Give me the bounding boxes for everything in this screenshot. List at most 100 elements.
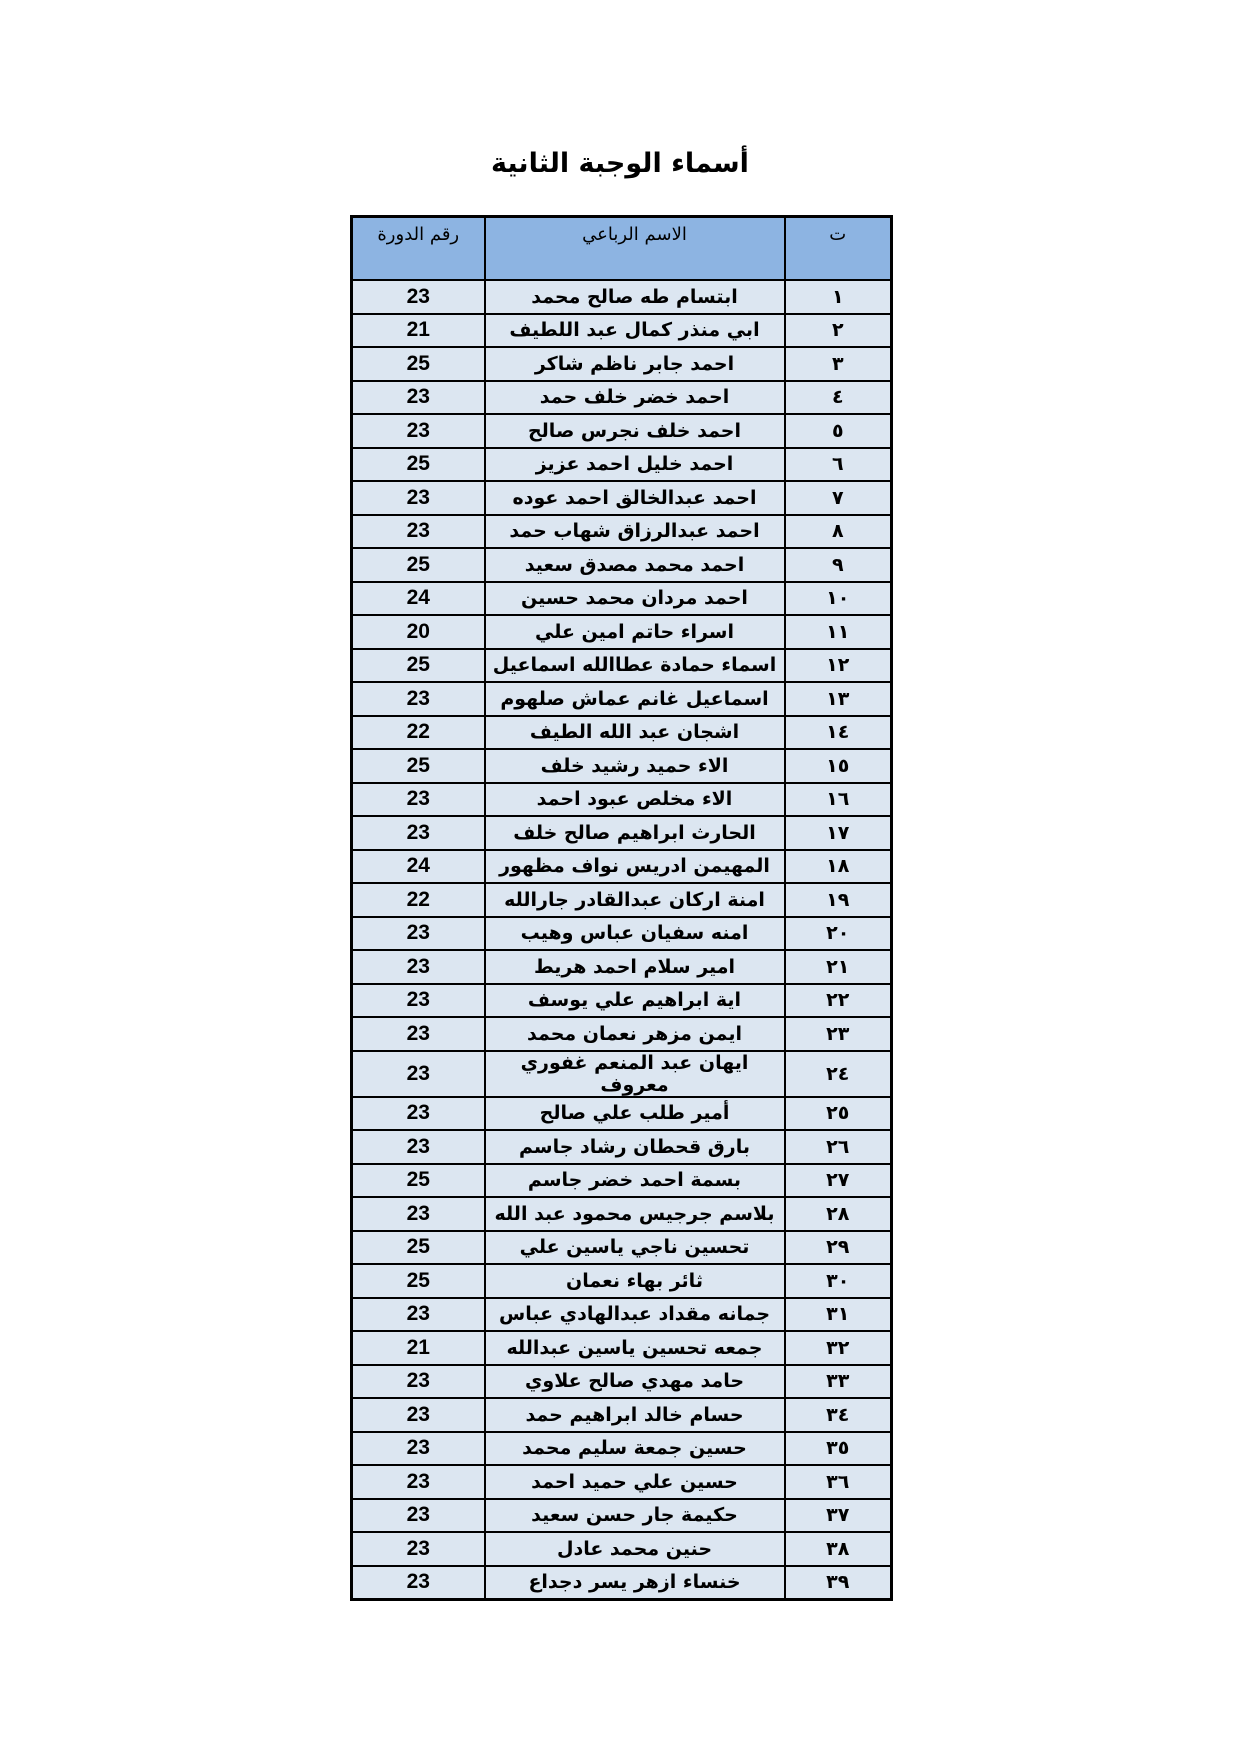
row-number: ٢٧ [783, 1162, 893, 1198]
course-number: 23 [350, 1430, 486, 1466]
course-number: 22 [350, 714, 486, 750]
course-number: 23 [350, 1497, 486, 1533]
row-number: ٣١ [783, 1296, 893, 1332]
full-name: احمد عبدالرزاق شهاب حمد [483, 513, 786, 549]
table-row: ١٠ احمد مردان محمد حسين 24 [350, 580, 893, 616]
full-name: امنة اركان عبدالقادر جارالله [483, 882, 786, 918]
column-header: رقم الدورة [350, 215, 486, 281]
course-number: 23 [350, 681, 486, 717]
row-number: ١ [783, 279, 893, 315]
column-header: ت [783, 215, 893, 281]
table-row: ٣٥ حسين جمعة سليم محمد 23 [350, 1430, 893, 1466]
row-number: ١٢ [783, 647, 893, 683]
table-row: ٣٧ حكيمة جار حسن سعيد 23 [350, 1497, 893, 1533]
table-row: ٥ احمد خلف نجرس صالح 23 [350, 413, 893, 449]
row-number: ٣٤ [783, 1397, 893, 1433]
table-row: ١٢ اسماء حمادة عطاالله اسماعيل 25 [350, 647, 893, 683]
row-number: ٢ [783, 312, 893, 348]
course-number: 23 [350, 1397, 486, 1433]
table-row: ٧ احمد عبدالخالق احمد عوده 23 [350, 480, 893, 516]
full-name: ابتسام طه صالح محمد [483, 279, 786, 315]
row-number: ٢٤ [783, 1049, 893, 1098]
row-number: ١٤ [783, 714, 893, 750]
row-number: ٢٥ [783, 1095, 893, 1131]
course-number: 23 [350, 1049, 486, 1098]
table-row: ٣٦ حسين علي حميد احمد 23 [350, 1464, 893, 1500]
table-row: ١٣ اسماعيل غانم عماش صلهوم 23 [350, 681, 893, 717]
row-number: ٣ [783, 346, 893, 382]
full-name: جمعه تحسين ياسين عبدالله [483, 1330, 786, 1366]
full-name: احمد مردان محمد حسين [483, 580, 786, 616]
full-name: الحارث ابراهيم صالح خلف [483, 815, 786, 851]
full-name: احمد خليل احمد عزيز [483, 446, 786, 482]
course-number: 23 [350, 1531, 486, 1567]
row-number: ٣٥ [783, 1430, 893, 1466]
row-number: ٥ [783, 413, 893, 449]
row-number: ١٣ [783, 681, 893, 717]
table-row: ٢ ابي منذر كمال عبد اللطيف 21 [350, 312, 893, 348]
full-name: اشجان عبد الله الطيف [483, 714, 786, 750]
full-name: امنه سفيان عباس وهيب [483, 915, 786, 951]
full-name: حسين جمعة سليم محمد [483, 1430, 786, 1466]
table-row: ٣٩ خنساء ازهر يسر دجداع 23 [350, 1564, 893, 1601]
table-row: ٣٣ حامد مهدي صالح علاوي 23 [350, 1363, 893, 1399]
table-row: ٣٨ حنين محمد عادل 23 [350, 1531, 893, 1567]
course-number: 23 [350, 379, 486, 415]
course-number: 23 [350, 413, 486, 449]
table-row: ٣٢ جمعه تحسين ياسين عبدالله 21 [350, 1330, 893, 1366]
row-number: ١٩ [783, 882, 893, 918]
course-number: 23 [350, 982, 486, 1018]
course-number: 23 [350, 1564, 486, 1601]
row-number: ١٨ [783, 848, 893, 884]
full-name: حكيمة جار حسن سعيد [483, 1497, 786, 1533]
full-name: تحسين ناجي ياسين علي [483, 1229, 786, 1265]
table-row: ٢١ امير سلام احمد هريط 23 [350, 949, 893, 985]
row-number: ٢٨ [783, 1196, 893, 1232]
course-number: 25 [350, 1263, 486, 1299]
table-row: ١٤ اشجان عبد الله الطيف 22 [350, 714, 893, 750]
row-number: ٢٦ [783, 1129, 893, 1165]
row-number: ١٥ [783, 748, 893, 784]
row-number: ٣٨ [783, 1531, 893, 1567]
full-name: ايهان عبد المنعم غفوري معروف [483, 1049, 786, 1098]
table-body: ١ ابتسام طه صالح محمد 23 ٢ ابي منذر كمال عبد… [350, 279, 893, 1601]
full-name: حنين محمد عادل [483, 1531, 786, 1567]
full-name: بلاسم جرجيس محمود عبد الله [483, 1196, 786, 1232]
course-number: 24 [350, 580, 486, 616]
row-number: ٢٢ [783, 982, 893, 1018]
full-name: بارق قحطان رشاد جاسم [483, 1129, 786, 1165]
course-number: 25 [350, 346, 486, 382]
full-name: المهيمن ادريس نواف مظهور [483, 848, 786, 884]
full-name: اسراء حاتم امين علي [483, 614, 786, 650]
row-number: ٩ [783, 547, 893, 583]
full-name: ابي منذر كمال عبد اللطيف [483, 312, 786, 348]
table-row: ١٨ المهيمن ادريس نواف مظهور 24 [350, 848, 893, 884]
row-number: ٣٠ [783, 1263, 893, 1299]
row-number: ٣٢ [783, 1330, 893, 1366]
course-number: 25 [350, 1162, 486, 1198]
full-name: اسماعيل غانم عماش صلهوم [483, 681, 786, 717]
table-row: ١٧ الحارث ابراهيم صالح خلف 23 [350, 815, 893, 851]
table-row: ٣١ جمانه مقداد عبدالهادي عباس 23 [350, 1296, 893, 1332]
table-row: ٢٧ بسمة احمد خضر جاسم 25 [350, 1162, 893, 1198]
full-name: احمد محمد مصدق سعيد [483, 547, 786, 583]
table-row: ٢٨ بلاسم جرجيس محمود عبد الله 23 [350, 1196, 893, 1232]
row-number: ٢٩ [783, 1229, 893, 1265]
course-number: 20 [350, 614, 486, 650]
row-number: ٣٩ [783, 1564, 893, 1601]
table-row: ٢٥ أمير طلب علي صالح 23 [350, 1095, 893, 1131]
table-row: ٣٠ ثائر بهاء نعمان 25 [350, 1263, 893, 1299]
row-number: ٣٧ [783, 1497, 893, 1533]
course-number: 23 [350, 1095, 486, 1131]
course-number: 23 [350, 513, 486, 549]
full-name: حامد مهدي صالح علاوي [483, 1363, 786, 1399]
names-table: ت الاسم الرباعي رقم الدورة ١ ابتسام طه صالح… [350, 215, 893, 1601]
table-row: ٤ احمد خضر خلف حمد 23 [350, 379, 893, 415]
course-number: 23 [350, 915, 486, 951]
table-row: ٣ احمد جابر ناظم شاكر 25 [350, 346, 893, 382]
row-number: ٨ [783, 513, 893, 549]
table-row: ٢٦ بارق قحطان رشاد جاسم 23 [350, 1129, 893, 1165]
full-name: حسين علي حميد احمد [483, 1464, 786, 1500]
